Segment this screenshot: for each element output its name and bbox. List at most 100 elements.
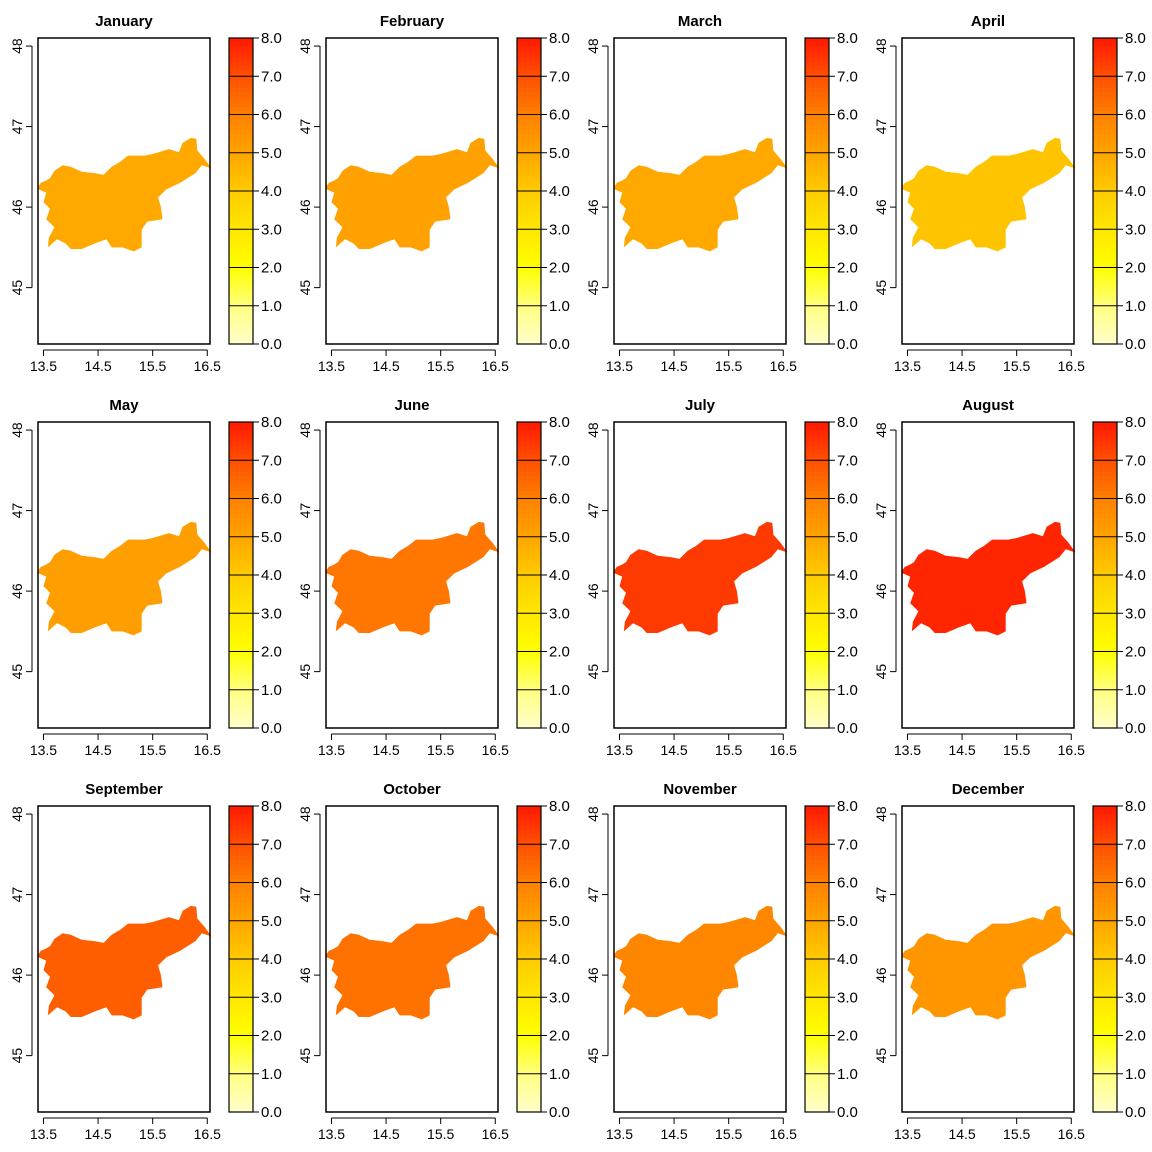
y-tick-label: 47 bbox=[9, 887, 25, 903]
legend-tick-label: 8.0 bbox=[549, 414, 570, 431]
legend-swatch bbox=[805, 685, 829, 691]
legend-swatch bbox=[805, 517, 829, 522]
legend-swatch bbox=[517, 855, 541, 861]
legend-swatch bbox=[229, 76, 253, 81]
legend-tick-label: 7.0 bbox=[837, 68, 858, 85]
legend-swatch bbox=[805, 840, 829, 845]
legend-swatch bbox=[517, 981, 541, 987]
legend-swatch bbox=[517, 1050, 541, 1056]
legend-swatch bbox=[1093, 575, 1117, 580]
legend-swatch bbox=[517, 1027, 541, 1033]
legend-swatch bbox=[1093, 936, 1117, 941]
legend-swatch bbox=[517, 844, 541, 849]
legend-swatch bbox=[517, 582, 541, 587]
legend-tick-label: 5.0 bbox=[1125, 145, 1146, 162]
legend-swatch bbox=[1093, 594, 1117, 599]
legend-tick-label: 8.0 bbox=[549, 798, 570, 815]
legend-swatch bbox=[1093, 1069, 1117, 1075]
legend-swatch bbox=[517, 628, 541, 633]
legend-swatch bbox=[229, 851, 253, 857]
legend-swatch bbox=[517, 594, 541, 599]
y-tick-label: 47 bbox=[9, 119, 25, 135]
legend-tick-label: 8.0 bbox=[549, 30, 570, 47]
legend-swatch bbox=[805, 1016, 829, 1021]
legend-swatch bbox=[517, 494, 541, 499]
legend-swatch bbox=[229, 1024, 253, 1029]
legend-swatch bbox=[229, 194, 253, 200]
legend-swatch bbox=[1093, 76, 1117, 81]
legend-swatch bbox=[229, 1085, 253, 1090]
legend-tick-label: 6.0 bbox=[837, 107, 858, 124]
legend-swatch bbox=[805, 874, 829, 880]
legend-swatch bbox=[517, 1062, 541, 1067]
legend-swatch bbox=[805, 282, 829, 288]
legend-swatch bbox=[229, 452, 253, 457]
legend-swatch bbox=[517, 198, 541, 203]
legend-swatch bbox=[1093, 1058, 1117, 1063]
legend-tick-label: 5.0 bbox=[1125, 913, 1146, 930]
legend-swatch bbox=[229, 886, 253, 891]
y-tick-label: 45 bbox=[873, 1048, 889, 1064]
y-tick-label: 47 bbox=[873, 503, 889, 519]
legend-swatch bbox=[1093, 697, 1117, 702]
legend-swatch bbox=[517, 832, 541, 838]
legend-swatch bbox=[1093, 305, 1117, 311]
x-tick-label: 16.5 bbox=[770, 742, 797, 758]
legend-swatch bbox=[1093, 422, 1117, 427]
legend-swatch bbox=[805, 41, 829, 47]
legend-tick-label: 4.0 bbox=[837, 183, 858, 200]
legend-swatch bbox=[1093, 321, 1117, 326]
legend-swatch bbox=[517, 487, 541, 492]
legend-tick-label: 2.0 bbox=[1125, 260, 1146, 277]
legend-tick-label: 6.0 bbox=[1125, 107, 1146, 124]
legend-swatch bbox=[517, 229, 541, 234]
legend-swatch bbox=[805, 233, 829, 238]
legend-swatch bbox=[1093, 666, 1117, 672]
panel-november: November 13.5 14.5 15.5 16.5 45 46 47 48 0.0 1.0 2.… bbox=[585, 781, 858, 1142]
legend-swatch bbox=[805, 951, 829, 956]
legend-swatch bbox=[517, 997, 541, 1002]
legend-swatch bbox=[1093, 897, 1117, 903]
legend-swatch bbox=[517, 978, 541, 983]
legend-swatch bbox=[229, 909, 253, 914]
legend-swatch bbox=[517, 901, 541, 906]
legend-swatch bbox=[517, 871, 541, 876]
panel-june: June 13.5 14.5 15.5 16.5 45 46 47 48 0.0 1.0 2.0 3.0… bbox=[297, 397, 570, 758]
legend-swatch bbox=[229, 91, 253, 96]
y-tick-label: 46 bbox=[297, 967, 313, 983]
legend-swatch bbox=[1093, 133, 1117, 138]
legend-swatch bbox=[229, 233, 253, 238]
legend-swatch bbox=[1093, 240, 1117, 246]
legend-swatch bbox=[229, 1016, 253, 1021]
legend-swatch bbox=[1093, 298, 1117, 303]
legend-swatch bbox=[229, 624, 253, 630]
legend-swatch bbox=[229, 529, 253, 534]
legend-swatch bbox=[1093, 928, 1117, 933]
legend-swatch bbox=[229, 981, 253, 987]
legend-tick-label: 4.0 bbox=[549, 951, 570, 968]
legend-swatch bbox=[229, 1081, 253, 1086]
legend-swatch bbox=[805, 978, 829, 983]
y-tick-label: 47 bbox=[873, 887, 889, 903]
legend-swatch bbox=[1093, 689, 1117, 695]
legend-swatch bbox=[805, 609, 829, 614]
legend-swatch bbox=[517, 213, 541, 219]
legend-swatch bbox=[1093, 187, 1117, 192]
legend-swatch bbox=[229, 509, 253, 515]
legend-swatch bbox=[517, 932, 541, 937]
legend-swatch bbox=[805, 697, 829, 702]
legend-swatch bbox=[517, 836, 541, 841]
legend-swatch bbox=[229, 1027, 253, 1033]
legend-swatch bbox=[805, 1004, 829, 1010]
legend-swatch bbox=[229, 1062, 253, 1067]
legend-colorbar: 0.0 1.0 2.0 3.0 4.0 5.0 6.0 7.0 8.0 bbox=[228, 798, 282, 1121]
legend-swatch bbox=[1093, 962, 1117, 968]
legend-swatch bbox=[517, 632, 541, 637]
legend-swatch bbox=[805, 483, 829, 488]
legend-swatch bbox=[517, 705, 541, 710]
legend-swatch bbox=[517, 1046, 541, 1052]
legend-swatch bbox=[805, 452, 829, 457]
legend-swatch bbox=[517, 1096, 541, 1102]
legend-swatch bbox=[805, 328, 829, 334]
legend-swatch bbox=[1093, 160, 1117, 165]
